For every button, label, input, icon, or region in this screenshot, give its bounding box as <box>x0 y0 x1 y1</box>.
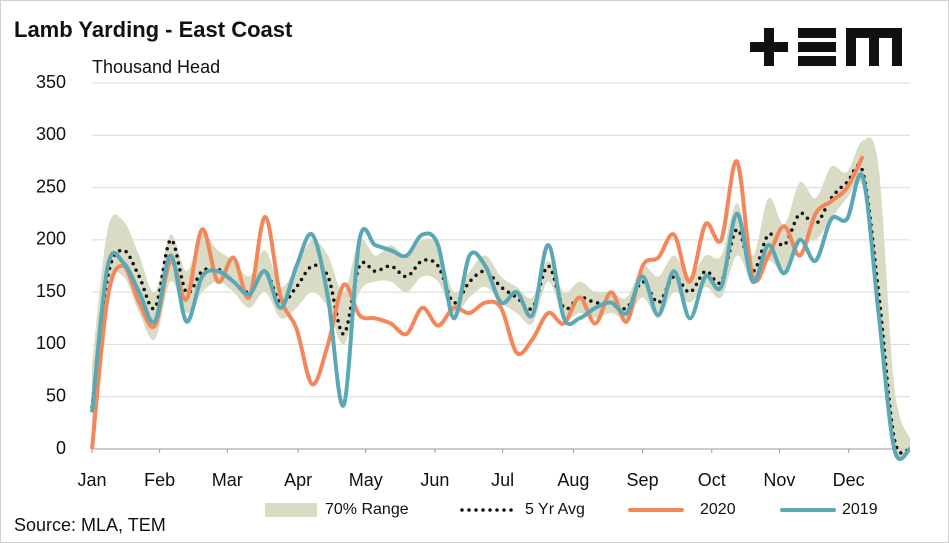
legend-label: 70% Range <box>325 501 409 518</box>
x-tick-label: Apr <box>284 470 312 490</box>
x-tick-label: Aug <box>557 470 589 490</box>
x-tick-label: Jan <box>77 470 106 490</box>
x-tick-label: May <box>349 470 383 490</box>
x-tick-label: Feb <box>144 470 175 490</box>
source-note: Source: MLA, TEM <box>14 515 166 535</box>
range-area <box>92 137 910 460</box>
y-tick-label: 0 <box>56 438 66 458</box>
y-tick-label: 350 <box>36 72 66 92</box>
y-tick-label: 250 <box>36 176 66 196</box>
y-tick-label: 100 <box>36 333 66 353</box>
legend-label: 2019 <box>842 501 878 518</box>
y-axis-label: Thousand Head <box>92 57 220 77</box>
x-tick-label: Jul <box>491 470 514 490</box>
x-tick-label: Nov <box>763 470 795 490</box>
x-tick-label: Mar <box>212 470 243 490</box>
legend-swatch <box>265 503 317 517</box>
y-tick-label: 150 <box>36 281 66 301</box>
logo <box>750 28 902 66</box>
y-tick-label: 50 <box>46 385 66 405</box>
legend-label: 2020 <box>700 501 736 518</box>
chart-title: Lamb Yarding - East Coast <box>14 17 293 42</box>
y-tick-label: 300 <box>36 124 66 144</box>
x-tick-label: Oct <box>698 470 726 490</box>
series-line <box>90 155 865 450</box>
y-tick-label: 200 <box>36 229 66 249</box>
legend-label: 5 Yr Avg <box>525 501 585 518</box>
x-tick-label: Sep <box>627 470 659 490</box>
series-line <box>90 172 912 461</box>
x-tick-label: Jun <box>420 470 449 490</box>
x-tick-label: Dec <box>833 470 865 490</box>
